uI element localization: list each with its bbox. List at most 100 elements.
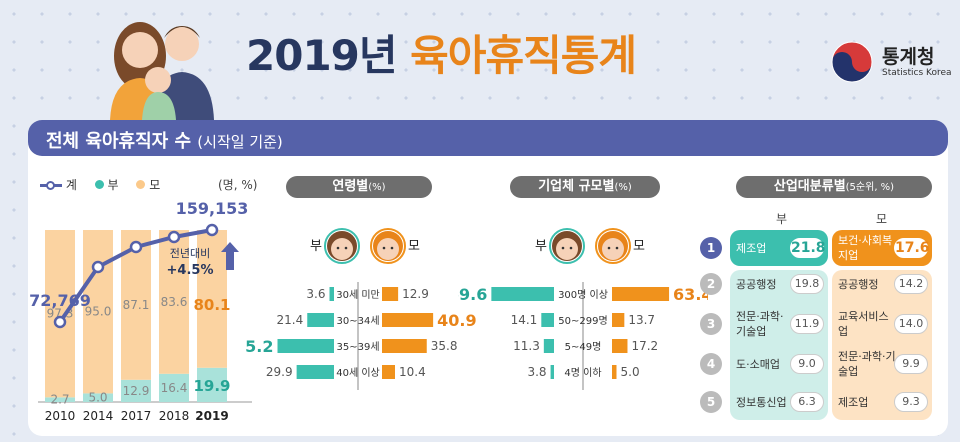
value-father-40세 이상: 29.9 (266, 365, 293, 379)
bar-father-40세 이상 (296, 365, 334, 379)
label-mother-2014: 95.0 (85, 305, 112, 319)
total-point-2010 (53, 315, 67, 329)
value-mother-40세 이상: 10.4 (399, 365, 426, 379)
label-mother-2019: 80.1 (193, 296, 230, 314)
legend-total-label: 계 (65, 178, 77, 192)
bar-mother-35~39세 (382, 339, 427, 353)
mother-avatar-icon-eye-left (382, 246, 386, 250)
total-label-2019: 159,153 (176, 199, 249, 218)
father-avatar-ring (324, 228, 360, 264)
value-mother-50~299명: 13.7 (628, 313, 655, 327)
father-value-4: 9.0 (790, 354, 824, 374)
bar-mother-40세 이상 (382, 365, 395, 379)
value-father-35~39세: 45.2 (246, 337, 274, 356)
value-mother-35~39세: 35.8 (431, 339, 458, 353)
mother-avatar-icon-eye-left (607, 246, 611, 250)
mother-value-3: 14.0 (894, 314, 928, 334)
father-industry-4: 도·소매업 (736, 357, 780, 371)
mother-value-4: 9.9 (894, 354, 928, 374)
legend: 계 부 모 (40, 176, 160, 193)
bar-father-5~49명 (543, 339, 554, 353)
total-point-2019 (205, 223, 219, 237)
legend-father-label: 부 (107, 178, 119, 192)
label-father-2014: 5.0 (88, 391, 107, 405)
page-title: 2019년 육아휴직통계 (246, 31, 637, 80)
mother-value-1: 17.6 (894, 238, 930, 258)
mother-avatar-icon-eye-right (615, 246, 619, 250)
value-mother-300명 이상: 63.4 (673, 285, 708, 304)
legend-mother-label: 모 (149, 178, 161, 192)
bar-father-35~39세 (277, 339, 334, 353)
father-avatar-icon-eye-right (344, 246, 348, 250)
bar-mother-2018 (159, 230, 189, 374)
mother-industry-1: 보건·사회복지업 (838, 234, 893, 262)
total-point-2017 (129, 240, 143, 254)
label-father-2010: 2.7 (50, 393, 69, 407)
value-father-30~34세: 21.4 (277, 313, 304, 327)
mother-avatar-ring (370, 228, 406, 264)
rank-2: 2 (700, 273, 722, 295)
father-industry-3: 전문·과학·기술업 (736, 310, 784, 338)
mother-avatar-icon-face (377, 238, 399, 260)
mother-label: 모 (408, 239, 420, 254)
bar-mother-2010 (45, 230, 75, 398)
total-point-2014 (91, 260, 105, 274)
total-label-2010: 72,769 (30, 291, 91, 310)
industry-table: 1 제조업 보건·사회복지업 21.8 17.6 2 공공행정 공공행정 19.8 14.2 3 전문… (700, 226, 946, 426)
mother-industry-5: 제조업 (838, 395, 869, 409)
bar-father-30~34세 (307, 313, 334, 327)
mother-industry-4: 전문·과학·기술업 (838, 350, 896, 378)
category-50~299명: 50~299명 (558, 315, 607, 327)
industry-mother-header: 모 (876, 212, 888, 226)
value-father-300명 이상: 69.6 (458, 285, 487, 304)
taegeuk-icon (831, 41, 873, 83)
mother-value-2: 14.2 (894, 274, 928, 294)
father-avatar-icon-eye-right (569, 246, 573, 250)
mother-value-5: 9.3 (894, 392, 928, 412)
category-35~39세: 35~39세 (336, 341, 379, 353)
industry-father-header: 부 (776, 212, 788, 226)
bar-father-2010 (45, 397, 75, 402)
value-mother-30세 미만: 12.9 (402, 287, 429, 301)
yearly-chart: 2.797.320105.095.0201412.987.1201716.483… (30, 199, 252, 423)
section-band: 전체 육아휴직자 수 (시작일 기준) (28, 120, 948, 156)
category-40세 이상: 40세 이상 (336, 367, 380, 379)
bar-mother-30세 미만 (382, 287, 399, 301)
bar-mother-300명 이상 (612, 287, 670, 301)
label-mother-2018: 83.6 (161, 295, 188, 309)
label-father-2017: 12.9 (123, 384, 150, 398)
father-avatar-icon-face (331, 238, 353, 260)
value-mother-4명 이하: 5.0 (621, 365, 640, 379)
rank-1: 1 (700, 237, 722, 259)
bar-father-30세 미만 (329, 287, 334, 301)
bar-mother-2014 (83, 230, 113, 394)
father-avatar-icon-eye-left (561, 246, 565, 250)
unit-label: (명, %) (218, 178, 258, 192)
annotation-line1: 전년대비 (170, 247, 210, 260)
category-30세 미만: 30세 미만 (336, 289, 380, 301)
father-label: 부 (310, 239, 322, 254)
up-arrow-icon (221, 242, 239, 270)
mother-avatar-icon-eye-right (390, 246, 394, 250)
mother-industry-3: 교육서비스업 (838, 310, 889, 338)
mother-label: 모 (633, 239, 645, 254)
value-mother-30~34세: 40.9 (437, 311, 476, 330)
bar-father-2019 (197, 367, 227, 402)
mother-avatar-ring (595, 228, 631, 264)
size-chart: 부 모 300명 이상 69.6 63.4 50~299명 14.1 13.7 5~49명 11.… (458, 228, 708, 390)
mother-avatar-icon-face (602, 238, 624, 260)
father-avatar-icon-eye-left (336, 246, 340, 250)
father-value-5: 6.3 (790, 392, 824, 412)
tick-2014: 2014 (83, 409, 114, 423)
father-value-2: 19.8 (790, 274, 824, 294)
age-title-pill: 연령별(%) (286, 176, 432, 198)
father-industry-2: 공공행정 (736, 277, 777, 291)
family-illustration (110, 22, 214, 120)
father-value-3: 11.9 (790, 314, 824, 334)
label-mother-2017: 87.1 (123, 298, 150, 312)
tick-2018: 2018 (159, 409, 190, 423)
category-5~49명: 5~49명 (565, 341, 602, 353)
bar-mother-2017 (121, 230, 151, 380)
legend-father-marker (94, 180, 104, 189)
bar-father-2017 (121, 379, 151, 402)
